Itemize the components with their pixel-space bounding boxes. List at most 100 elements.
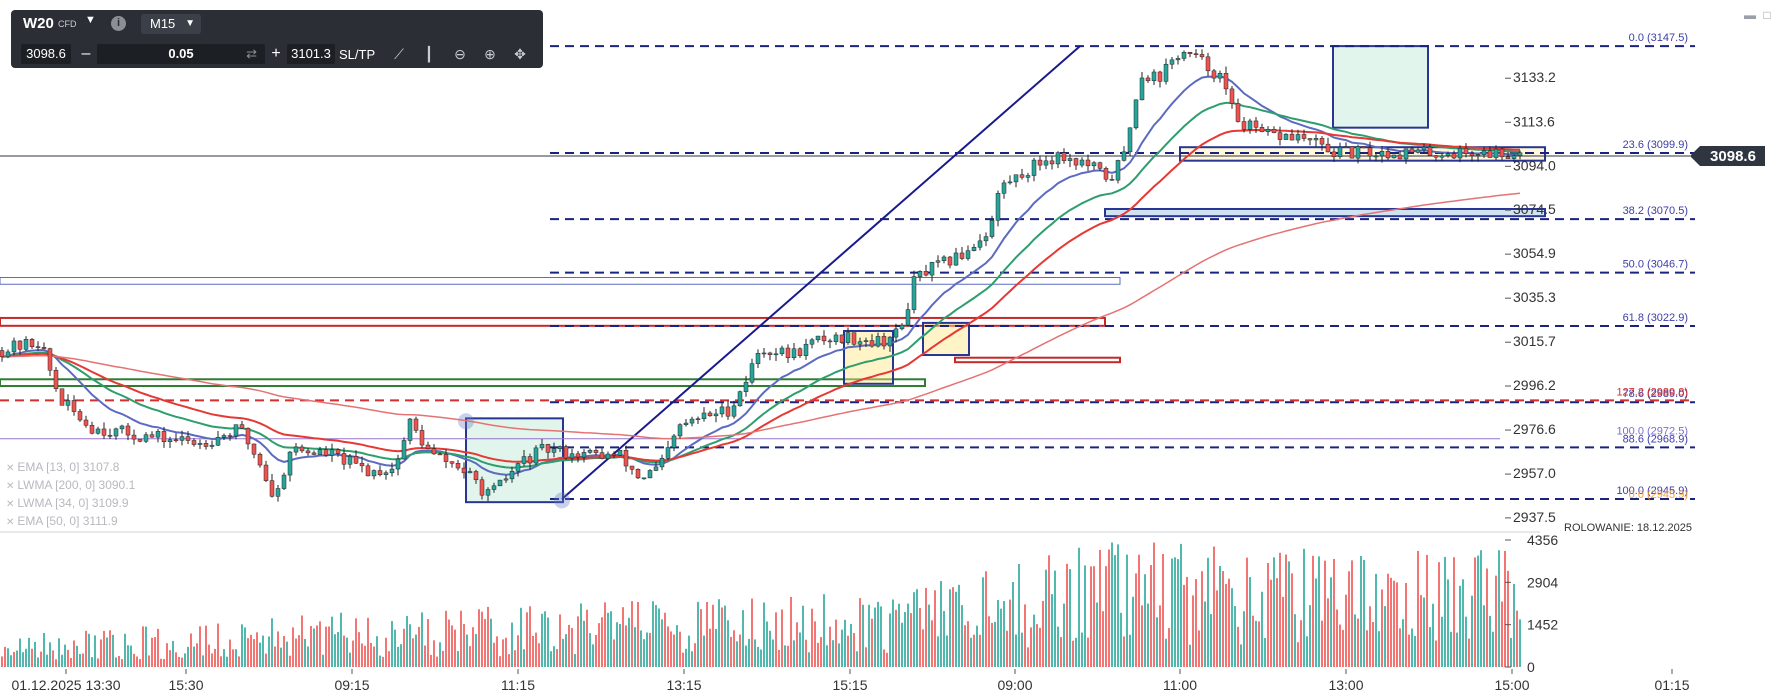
fib-level-label: 38.2 (3070.5) xyxy=(1623,205,1688,217)
close-icon[interactable]: ✕ xyxy=(6,481,15,492)
candle-body xyxy=(173,439,179,441)
move-icon[interactable]: ✥ xyxy=(514,46,526,62)
legend-label: EMA [13, 0] 3107.8 xyxy=(17,460,120,474)
legend-item[interactable]: ✕ EMA [13, 0] 3107.8 xyxy=(6,459,135,477)
maximize-icon[interactable]: □ xyxy=(1763,8,1771,22)
candle-body xyxy=(1481,150,1487,155)
price-tick-label: 3035.3 xyxy=(1513,289,1556,305)
symbol-dropdown-icon[interactable]: ▼ xyxy=(85,14,96,26)
candle-body xyxy=(1043,160,1049,166)
legend-item[interactable]: ✕ LWMA [34, 0] 3109.9 xyxy=(6,495,135,513)
fib-level-label: 23.6 (3099.9) xyxy=(1623,139,1688,151)
candle-body xyxy=(1499,148,1505,158)
time-tick-label: 09:15 xyxy=(334,677,369,693)
close-icon[interactable]: ✕ xyxy=(6,517,15,528)
legend-item[interactable]: ✕ EMA [50, 0] 3111.9 xyxy=(6,513,135,531)
candle-body xyxy=(371,470,377,477)
candle-body xyxy=(611,453,617,456)
ask-price[interactable]: 3101.3 xyxy=(287,44,335,64)
candle-body xyxy=(779,347,785,355)
candle-body xyxy=(497,479,503,487)
candlestick-icon[interactable]: ┃ xyxy=(424,46,434,62)
candle-body xyxy=(725,406,731,417)
minimize-icon[interactable]: ▬ xyxy=(1744,8,1756,22)
candle-body xyxy=(467,471,473,474)
candle-body xyxy=(749,363,755,383)
candle-body xyxy=(671,435,677,448)
candle-body xyxy=(185,436,191,441)
candle-body xyxy=(305,450,311,454)
candle-body xyxy=(1247,120,1253,130)
candle-body xyxy=(929,262,935,276)
candle-body xyxy=(1325,143,1331,153)
candle-body xyxy=(155,431,161,438)
timeframe-select[interactable]: M15 ▼ xyxy=(141,14,201,34)
chevron-down-icon: ▼ xyxy=(185,18,195,29)
close-icon[interactable]: ✕ xyxy=(6,463,15,474)
volume-tick-label: 4356 xyxy=(1527,532,1558,548)
price-tick-label: 3133.2 xyxy=(1513,69,1556,85)
price-tick-label: 2996.2 xyxy=(1513,377,1556,393)
swap-icon[interactable]: ⇄ xyxy=(246,46,257,61)
legend-item[interactable]: ✕ LWMA [200, 0] 3090.1 xyxy=(6,477,135,495)
last-price-tag xyxy=(1690,145,1765,166)
candle-body xyxy=(545,444,551,453)
candle-body xyxy=(1049,160,1055,165)
volume-increase-button[interactable]: + xyxy=(271,45,281,62)
candle-body xyxy=(1127,127,1133,153)
sltp-button[interactable]: SL/TP xyxy=(339,47,376,62)
symbol-name[interactable]: W20 xyxy=(23,15,54,32)
candle-body xyxy=(1331,151,1337,157)
candle-body xyxy=(41,347,47,349)
candle-body xyxy=(965,250,971,259)
candle-body xyxy=(1487,150,1493,158)
price-tick-label: 3015.7 xyxy=(1513,333,1556,349)
volume-layer xyxy=(1,542,1521,667)
candle-body xyxy=(605,453,611,459)
candle-body xyxy=(413,418,419,431)
candle-body xyxy=(683,422,689,425)
candle-body xyxy=(1019,174,1025,178)
bid-price[interactable]: 3098.6 xyxy=(21,44,71,64)
candle-body xyxy=(1307,138,1313,141)
candle-body xyxy=(215,437,221,446)
trendline-handle[interactable] xyxy=(554,492,570,509)
candle-body xyxy=(149,434,155,438)
candle-body xyxy=(959,252,965,259)
candle-body xyxy=(1121,151,1127,161)
trendline[interactable] xyxy=(561,45,1081,500)
candle-body xyxy=(755,353,761,364)
candle-body xyxy=(167,439,173,442)
candle-body xyxy=(1079,159,1085,166)
candle-body xyxy=(923,271,929,276)
candle-body xyxy=(653,466,659,471)
info-icon[interactable]: i xyxy=(111,16,126,31)
candle-body xyxy=(1313,138,1319,141)
candle-body xyxy=(203,443,209,447)
candle-body xyxy=(335,449,341,454)
candle-body xyxy=(773,353,779,356)
volume-decrease-button[interactable]: – xyxy=(81,45,91,62)
trendline-layer[interactable] xyxy=(458,45,1081,509)
candle-body xyxy=(1109,178,1115,181)
candle-body xyxy=(1295,134,1301,141)
close-icon[interactable]: ✕ xyxy=(6,499,15,510)
candle-body xyxy=(1283,133,1289,140)
candle-body xyxy=(227,435,233,437)
line-chart-icon[interactable]: ⟋ xyxy=(394,46,404,62)
candle-body xyxy=(1259,127,1265,132)
candle-body xyxy=(1013,174,1019,183)
volume-input[interactable]: 0.05 ⇄ xyxy=(97,44,265,64)
zoom-out-icon[interactable]: ⊖ xyxy=(454,46,466,62)
candle-body xyxy=(35,346,41,348)
zoom-in-icon[interactable]: ⊕ xyxy=(484,46,496,62)
candle-body xyxy=(1187,51,1193,54)
candle-body xyxy=(1223,72,1229,90)
candle-body xyxy=(1361,146,1367,149)
support-zone xyxy=(1104,207,1546,218)
price-tick-label: 2976.6 xyxy=(1513,421,1556,437)
candle-body xyxy=(233,424,239,437)
candle-body xyxy=(179,436,185,441)
candle-body xyxy=(707,412,713,417)
